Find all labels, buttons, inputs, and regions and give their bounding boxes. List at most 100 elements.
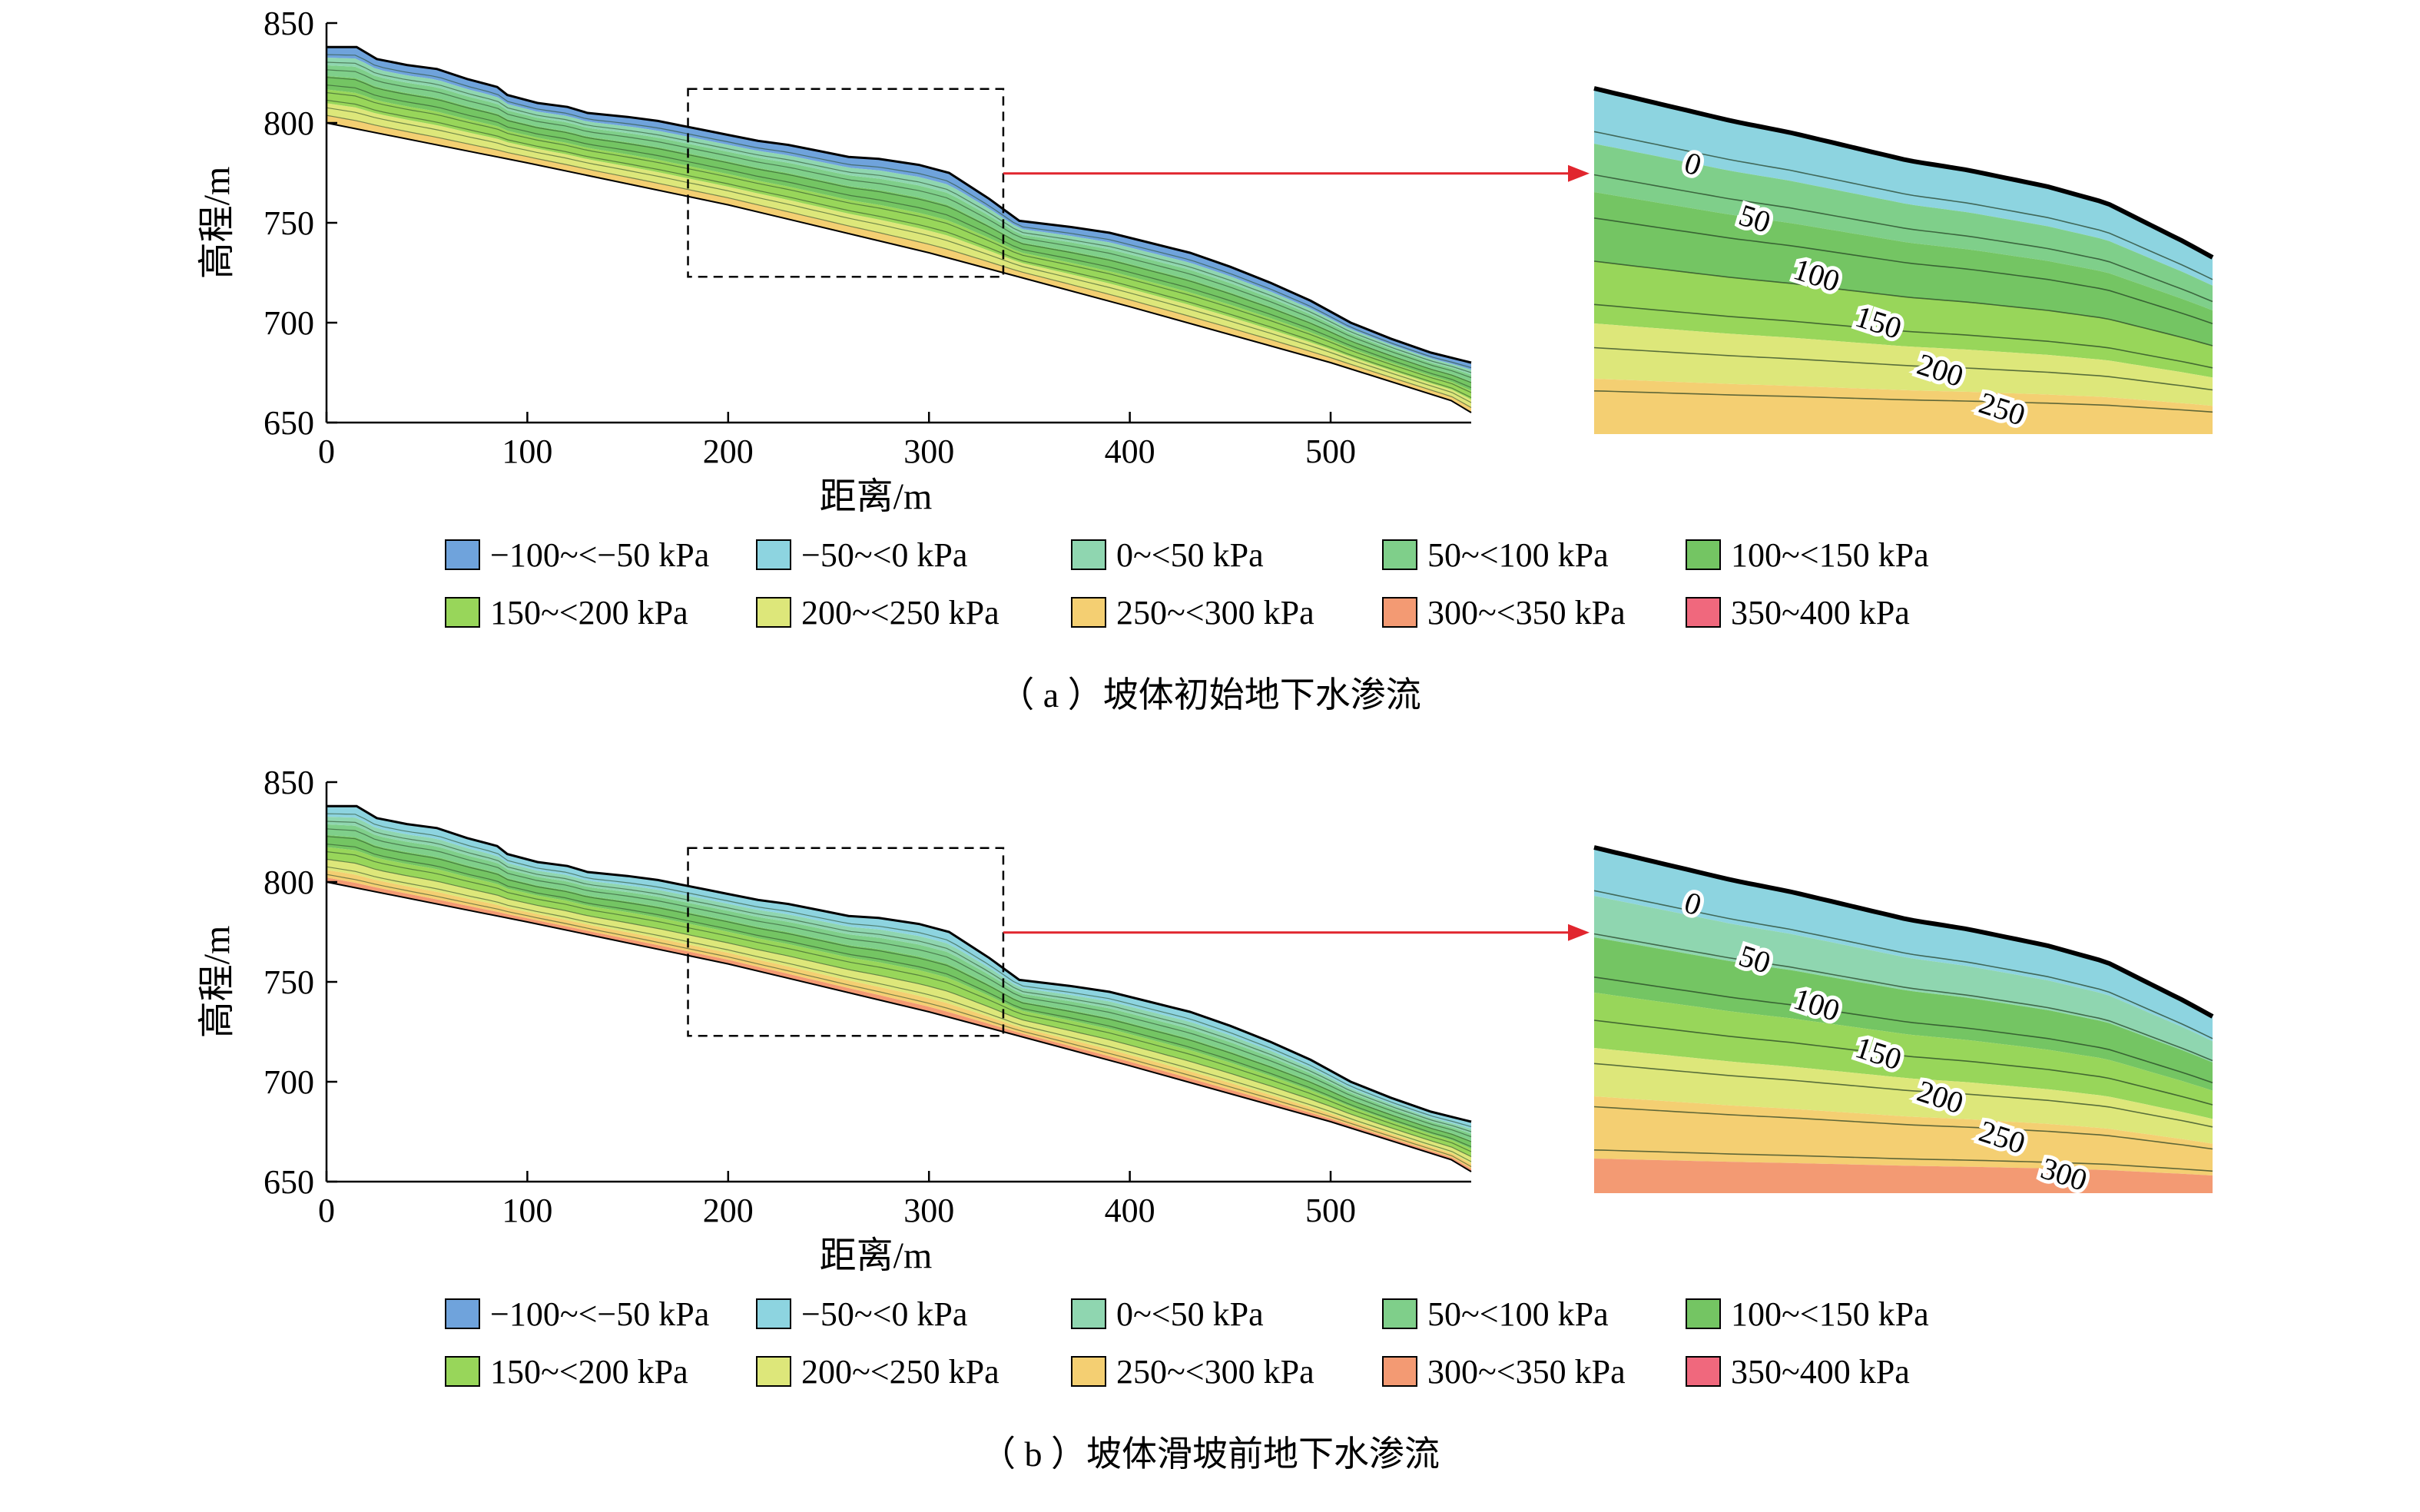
legend-label: 100~<150 kPa: [1731, 536, 1929, 574]
pressure-zone-band: [327, 89, 1471, 400]
legend-swatch: [445, 1298, 480, 1329]
contour-line: [326, 821, 1472, 1132]
inset-contour-line: [1593, 390, 2213, 413]
pressure-zone-band: [327, 806, 1471, 1129]
contour-line: [326, 828, 1472, 1138]
x-axis-title: 距离/m: [820, 476, 933, 517]
zoom-arrow-head: [1568, 164, 1590, 182]
ground-surface-line: [327, 45, 1472, 364]
legend-swatch: [756, 1298, 791, 1329]
pressure-zone-band: [327, 870, 1471, 1169]
pressure-field: [326, 804, 1472, 1172]
legend-label: 300~<350 kPa: [1427, 1353, 1626, 1391]
y-tick-label: 850: [264, 764, 314, 801]
legend-label: 150~<200 kPa: [490, 594, 688, 632]
legend-swatch: [445, 1356, 480, 1387]
legend-label: 200~<250 kPa: [801, 1353, 999, 1391]
contour-line: [326, 107, 1472, 403]
slope-base-line: [326, 122, 1472, 413]
legend-label: 100~<150 kPa: [1731, 1295, 1929, 1333]
pressure-field: [326, 45, 1472, 413]
x-axis-title: 距离/m: [820, 1235, 933, 1276]
legend-label: 150~<200 kPa: [490, 1353, 688, 1391]
y-tick-label: 750: [264, 963, 314, 1001]
legend-swatch: [1382, 539, 1417, 570]
legend-swatch: [756, 1356, 791, 1387]
legend-label: −50~<0 kPa: [801, 1295, 967, 1333]
legend-swatch: [445, 597, 480, 628]
inset-ground-surface: [1593, 845, 2214, 1019]
legend-swatch: [1686, 1356, 1721, 1387]
pressure-zone-band: [327, 65, 1471, 382]
legend-label: 0~<50 kPa: [1116, 1295, 1264, 1333]
legend-swatch: [1382, 597, 1417, 628]
pressure-zone-band: [327, 824, 1471, 1141]
inset-contour-line: [1593, 260, 2213, 346]
legend-swatch: [1686, 1298, 1721, 1329]
pressure-zone-band: [327, 103, 1471, 408]
pressure-zone-band: [327, 115, 1471, 413]
inset-contour-line: [1593, 1106, 2213, 1150]
contour-line: [326, 858, 1472, 1158]
x-tick-label: 0: [318, 433, 335, 470]
pressure-zone-band: [327, 47, 1471, 370]
legend-label: −50~<0 kPa: [801, 536, 967, 574]
legend-swatch: [1071, 539, 1106, 570]
legend-label: 250~<300 kPa: [1116, 594, 1314, 632]
slope-base-line: [326, 881, 1472, 1172]
inset-contour-line: [1593, 890, 2213, 1040]
zoom-arrow-head: [1568, 923, 1590, 941]
contour-line: [326, 99, 1472, 399]
x-tick-label: 200: [703, 433, 754, 470]
legend-swatch: [1071, 597, 1106, 628]
inset-pressure-band: [1594, 323, 2213, 406]
legend-swatch: [445, 539, 480, 570]
legend-label: 250~<300 kPa: [1116, 1353, 1314, 1391]
legend-label: 0~<50 kPa: [1116, 536, 1264, 574]
legend-label: 200~<250 kPa: [801, 594, 999, 632]
contour-line: [326, 866, 1472, 1162]
legend-swatch: [756, 539, 791, 570]
x-tick-label: 300: [903, 1192, 954, 1229]
panel-a-caption: （ a ）坡体初始地下水渗流: [999, 675, 1421, 715]
x-tick-label: 500: [1305, 433, 1356, 470]
y-tick-label: 650: [264, 404, 314, 442]
inset-ground-surface: [1593, 86, 2214, 260]
panel-a: 0 100 200 300 400 500 650 700 750 800 850 距离/m 高程/m 0…: [0, 0, 2420, 753]
contour-line: [326, 836, 1472, 1142]
inset-pressure-band: [1594, 379, 2213, 434]
legend-swatch: [1071, 1298, 1106, 1329]
contour-line: [326, 850, 1472, 1152]
x-tick-label: 300: [903, 433, 954, 470]
legend-swatch: [1686, 539, 1721, 570]
y-tick-label: 700: [264, 1063, 314, 1101]
contour-line: [326, 114, 1472, 409]
inset-pressure-band: [1594, 847, 2213, 1042]
x-tick-label: 0: [318, 1192, 335, 1229]
chart-panel-b: 0 100 200 300 400 500 650 700 750 800 850 距离/m 高程/m 0…: [197, 764, 2214, 1391]
x-tick-label: 500: [1305, 1192, 1356, 1229]
contour-line: [326, 61, 1472, 373]
pressure-zone-band: [327, 859, 1471, 1164]
x-tick-label: 400: [1105, 433, 1155, 470]
contour-line: [326, 77, 1472, 383]
legend-label: 50~<100 kPa: [1427, 536, 1609, 574]
inset-pressure-band: [1594, 261, 2213, 378]
inset-pressure-band: [1594, 192, 2213, 346]
x-tick-label: 200: [703, 1192, 754, 1229]
inset-pressure-band: [1594, 1159, 2213, 1193]
legend-swatch: [756, 597, 791, 628]
pressure-zone-band: [327, 75, 1471, 391]
contour-line: [326, 91, 1472, 393]
x-tick-label: 100: [502, 433, 552, 470]
inset-pressure-band: [1594, 1048, 2213, 1144]
inset-contour-line: [1593, 1149, 2213, 1172]
legend: −100~<−50 kPa −50~<0 kPa 0~<50 kPa 50~<100 …: [445, 1295, 1929, 1391]
inset-pressure-band: [1594, 937, 2213, 1091]
legend-label: 350~400 kPa: [1731, 594, 1910, 632]
zoom-window-box: [687, 847, 1005, 1037]
y-tick-label: 850: [264, 5, 314, 42]
legend-swatch: [1382, 1356, 1417, 1387]
y-axis-title: 高程/m: [197, 926, 237, 1039]
inset-pressure-band: [1594, 144, 2213, 310]
